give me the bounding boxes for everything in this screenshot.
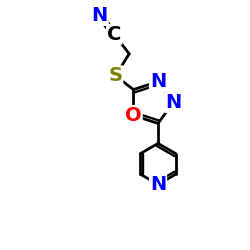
Text: C: C — [107, 25, 122, 44]
Text: N: N — [150, 72, 166, 91]
Text: S: S — [108, 66, 122, 85]
Text: N: N — [92, 6, 108, 25]
Text: N: N — [150, 175, 166, 194]
Text: O: O — [125, 106, 142, 125]
Text: N: N — [165, 93, 182, 112]
